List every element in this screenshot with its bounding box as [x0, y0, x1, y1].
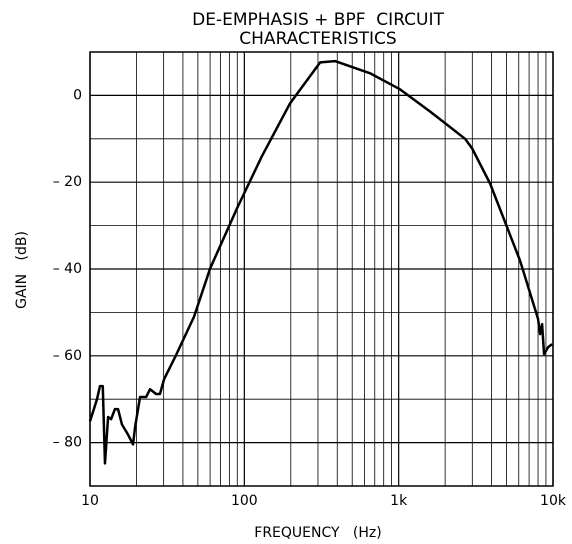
plot-frame [89, 51, 554, 487]
data-line [88, 59, 553, 465]
y-axis-label: GAIN (dB) [14, 231, 30, 309]
x-axis-label: FREQUENCY (Hz) [254, 525, 381, 541]
x-tick-label: 100 [231, 493, 258, 509]
chart-title: DE-EMPHASIS + BPF CIRCUIT [192, 10, 444, 30]
y-tick-label: – 20 [53, 174, 82, 190]
x-tick-label: 1k [390, 493, 408, 509]
y-tick-label: – 40 [53, 261, 82, 277]
y-tick-label: – 60 [53, 348, 82, 364]
x-tick-label: 10k [540, 493, 567, 509]
chart-title: CHARACTERISTICS [239, 29, 396, 49]
y-tick-label: 0 [73, 87, 82, 103]
y-tick-label: – 80 [53, 435, 82, 451]
x-tick-label: 10 [81, 493, 99, 509]
